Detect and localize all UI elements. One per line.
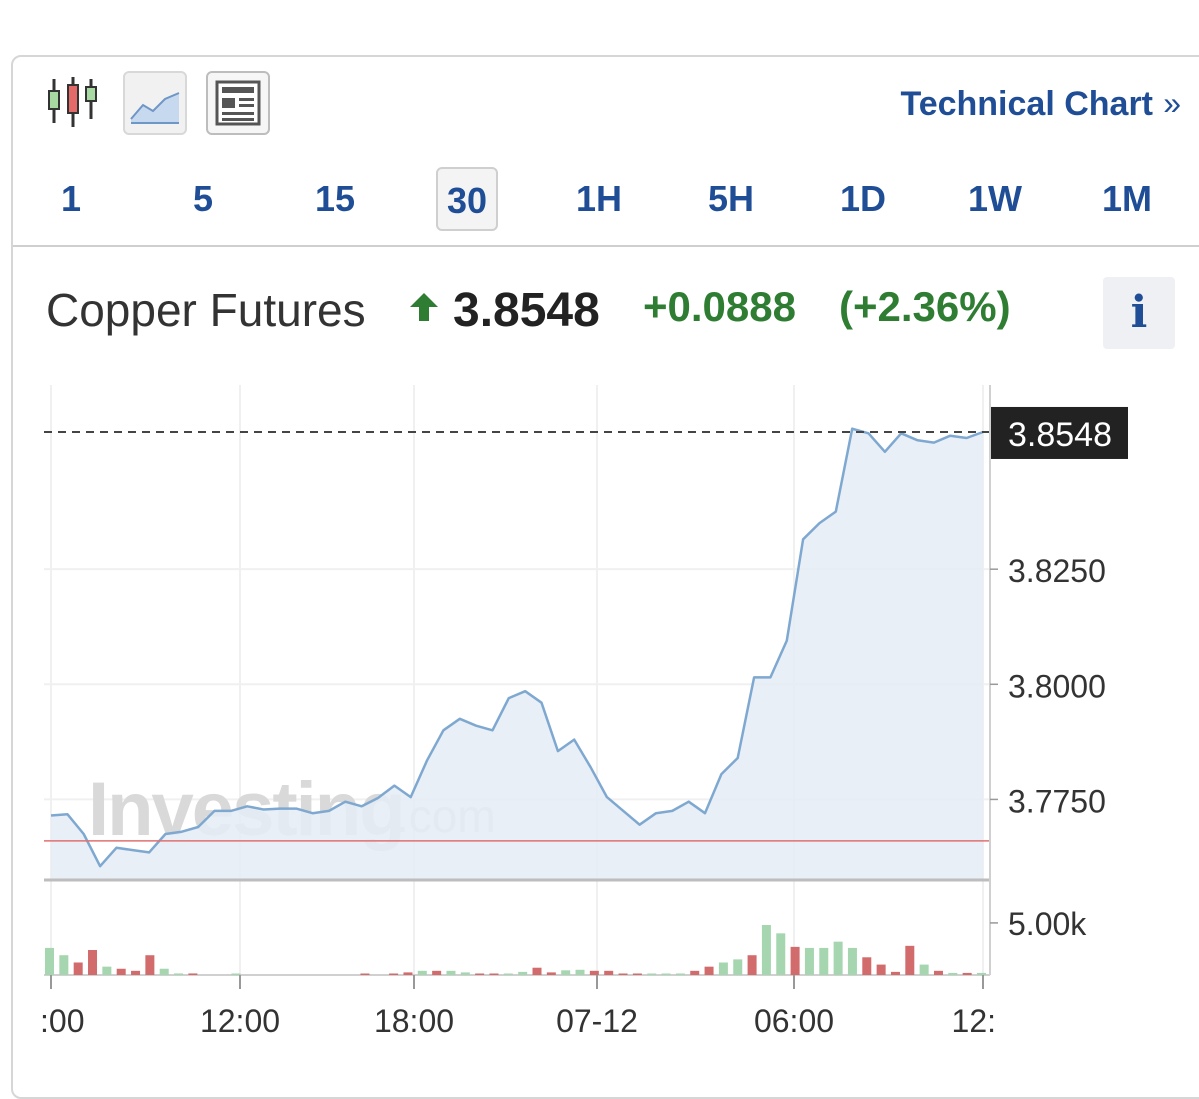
- volume-bar: [174, 973, 184, 975]
- interval-selector: 1 5 15 30 1H 5H 1D 1W 1M: [13, 167, 1199, 233]
- volume-bar: [518, 971, 528, 975]
- volume-bar: [432, 970, 442, 975]
- quote-bar: Copper Futures 3.8548 +0.0888 (+2.36%) i: [13, 277, 1199, 349]
- candlestick-chart-icon[interactable]: [41, 71, 105, 135]
- table-view-icon[interactable]: [206, 71, 270, 135]
- volume-bar: [131, 970, 141, 975]
- volume-bar: [704, 966, 714, 975]
- volume-bar: [890, 971, 900, 975]
- volume-bar: [446, 970, 456, 975]
- volume-bar: [761, 925, 771, 975]
- interval-15[interactable]: 15: [314, 178, 356, 219]
- x-tick-label: 12:00: [200, 1003, 280, 1039]
- x-tick-label: 18:00: [374, 1003, 454, 1039]
- price-change-percent: (+2.36%): [839, 283, 1011, 330]
- volume-bar: [647, 973, 657, 975]
- last-price: 3.8548: [453, 284, 600, 337]
- volume-bar: [489, 973, 499, 975]
- volume-bar: [718, 962, 728, 975]
- y-tick-label: 3.8000: [1008, 668, 1106, 704]
- arrow-up-icon: [408, 291, 440, 328]
- volume-bar: [460, 972, 470, 975]
- interval-1d[interactable]: 1D: [839, 178, 887, 219]
- volume-bar: [589, 970, 599, 975]
- interval-1w[interactable]: 1W: [968, 178, 1022, 219]
- volume-bar: [417, 970, 427, 975]
- volume-tick-label: 5.00k: [1008, 906, 1087, 942]
- interval-5h[interactable]: 5H: [707, 178, 755, 219]
- volume-bar: [632, 973, 642, 975]
- technical-chart-link[interactable]: Technical Chart: [900, 85, 1153, 123]
- volume-bar: [977, 972, 986, 975]
- price-chart: Investing.com3.82503.80003.77505.00k:001…: [40, 385, 1128, 1039]
- interval-1m[interactable]: 1M: [1101, 178, 1152, 219]
- chart-toolbar: Technical Chart » 1 5 15 30 1H 5H 1D 1W 1M: [13, 57, 1199, 247]
- x-tick-label: 07-12: [556, 1003, 638, 1039]
- volume-bar: [733, 959, 743, 975]
- volume-bar: [790, 946, 800, 975]
- interval-30[interactable]: 30: [436, 167, 498, 231]
- volume-bar: [159, 968, 169, 975]
- interval-1h[interactable]: 1H: [575, 178, 623, 219]
- volume-bar: [962, 972, 972, 975]
- volume-bar: [933, 970, 943, 975]
- volume-bar: [690, 970, 700, 975]
- volume-bar: [145, 955, 155, 975]
- volume-bar: [876, 964, 886, 975]
- interval-1[interactable]: 1: [60, 178, 82, 219]
- instrument-name: Copper Futures: [46, 284, 366, 336]
- volume-bar: [847, 947, 857, 975]
- volume-bar: [561, 970, 571, 975]
- x-tick-label: 06:00: [754, 1003, 834, 1039]
- volume-bar: [546, 972, 556, 975]
- info-button[interactable]: i: [1103, 277, 1175, 349]
- volume-bar: [102, 966, 112, 975]
- area-chart-icon[interactable]: [123, 71, 187, 135]
- volume-bar: [503, 973, 513, 975]
- volume-bar: [618, 973, 628, 975]
- volume-bar: [116, 968, 126, 975]
- volume-bar: [231, 973, 241, 975]
- volume-bar: [88, 950, 98, 975]
- volume-bar: [475, 973, 485, 975]
- volume-bar: [604, 970, 614, 975]
- price-line: [50, 427, 984, 868]
- y-tick-label: 3.7750: [1008, 783, 1106, 819]
- volume-bar: [575, 969, 585, 975]
- volume-bar: [188, 973, 198, 975]
- volume-bar: [819, 947, 829, 975]
- x-tick-label: 12:: [952, 1003, 996, 1039]
- price-change: +0.0888: [643, 283, 796, 330]
- volume-bar: [73, 962, 83, 975]
- volume-bar: [948, 972, 958, 975]
- volume-bar: [45, 947, 54, 975]
- volume-bar: [675, 973, 685, 975]
- double-chevron-right-icon[interactable]: »: [1163, 85, 1181, 121]
- y-tick-label: 3.8250: [1008, 553, 1106, 589]
- volume-bar: [389, 973, 399, 975]
- volume-bar: [919, 964, 929, 975]
- volume-bar: [532, 967, 542, 975]
- volume-bar: [804, 947, 814, 975]
- volume-bar: [776, 933, 786, 975]
- interval-5[interactable]: 5: [192, 178, 214, 219]
- price-area: [51, 428, 983, 880]
- current-price-label: 3.8548: [1008, 416, 1112, 454]
- volume-bar: [833, 941, 843, 975]
- volume-bar: [403, 972, 413, 975]
- volume-bar: [661, 973, 671, 975]
- volume-bar: [59, 955, 69, 975]
- volume-bar: [747, 955, 757, 975]
- volume-bar: [905, 945, 915, 975]
- x-tick-label: :00: [40, 1003, 84, 1039]
- volume-bar: [862, 957, 872, 975]
- current-price-badge: [991, 406, 1128, 459]
- volume-bar: [360, 973, 370, 975]
